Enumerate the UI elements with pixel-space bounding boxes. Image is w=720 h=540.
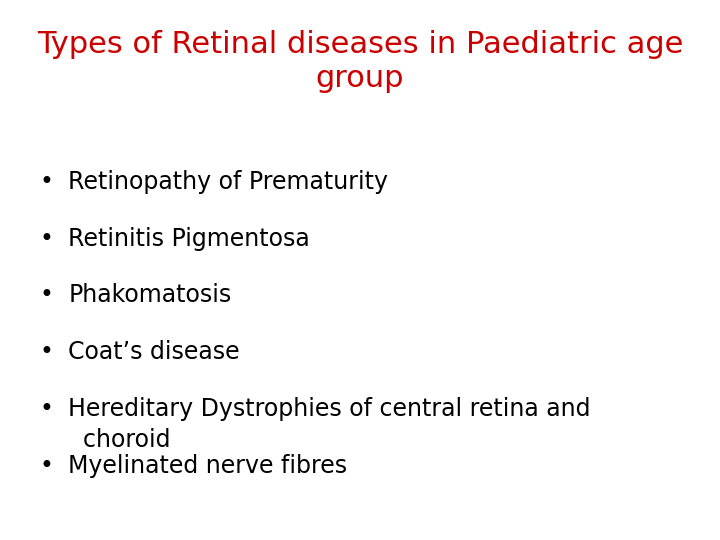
Text: Hereditary Dystrophies of central retina and
  choroid: Hereditary Dystrophies of central retina… [68,397,591,451]
Text: •: • [40,227,53,251]
Text: •: • [40,454,53,477]
Text: •: • [40,170,53,194]
Text: Phakomatosis: Phakomatosis [68,284,232,307]
Text: Retinitis Pigmentosa: Retinitis Pigmentosa [68,227,310,251]
Text: •: • [40,284,53,307]
Text: Retinopathy of Prematurity: Retinopathy of Prematurity [68,170,388,194]
Text: Myelinated nerve fibres: Myelinated nerve fibres [68,454,348,477]
Text: Coat’s disease: Coat’s disease [68,340,240,364]
Text: •: • [40,340,53,364]
Text: Types of Retinal diseases in Paediatric age
group: Types of Retinal diseases in Paediatric … [37,30,683,93]
Text: •: • [40,397,53,421]
